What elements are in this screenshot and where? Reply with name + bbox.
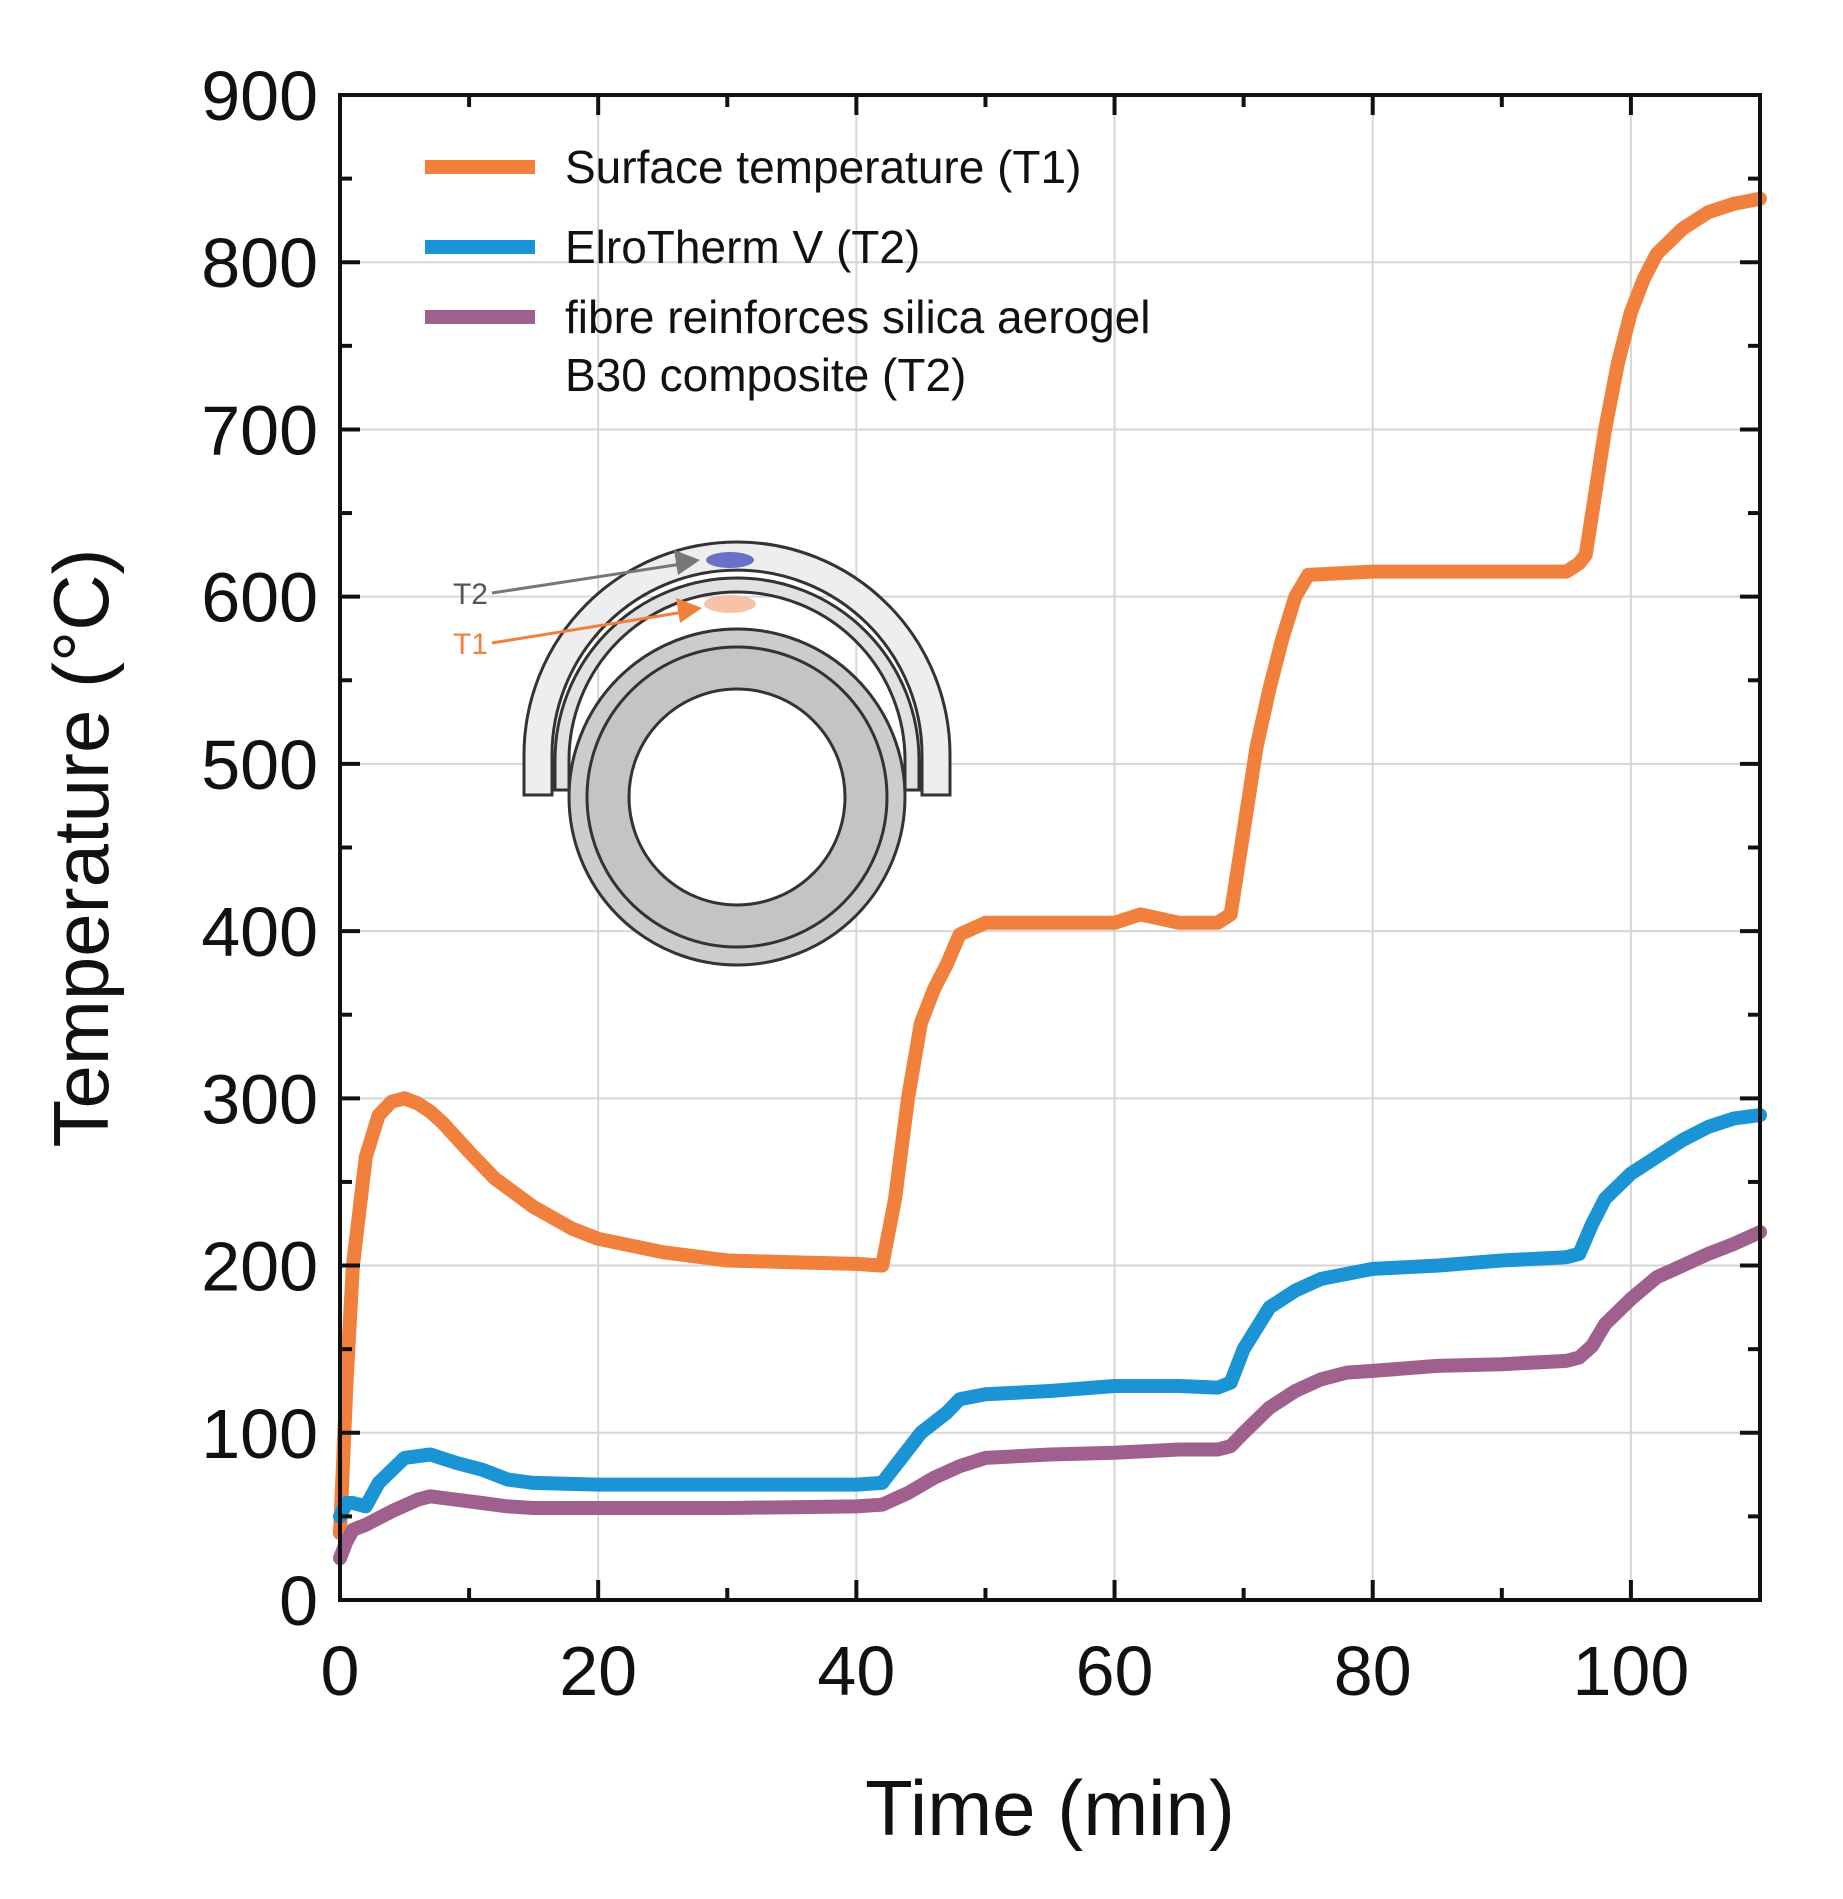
series-line-elrotherm-v-t2: [333, 1108, 1767, 1524]
y-tick-label: 400: [201, 893, 318, 971]
pipe-cross-section-diagram: T2 T1: [453, 540, 952, 967]
t2-pointer-arrow: [491, 561, 689, 595]
legend-label: ElroTherm V (T2): [565, 221, 920, 273]
x-tick-label: 100: [1573, 1632, 1690, 1710]
y-tick-label: 500: [201, 726, 318, 804]
t1-arrowhead: [676, 598, 702, 623]
x-tick-label: 20: [559, 1632, 637, 1710]
x-tick-label: 80: [1334, 1632, 1412, 1710]
y-tick-label: 0: [279, 1562, 318, 1640]
t1-label: T1: [453, 628, 488, 661]
sensor-t1-marker: [704, 595, 756, 613]
x-axis-title: Time (min): [865, 1764, 1235, 1852]
legend-label: B30 composite (T2): [565, 349, 966, 401]
t2-arrowhead: [674, 550, 700, 575]
x-tick-label: 0: [321, 1632, 360, 1710]
y-tick-label: 600: [201, 559, 318, 637]
legend: Surface temperature (T1) ElroTherm V (T2)…: [425, 141, 1151, 401]
y-axis-title: Temperature (°C): [37, 548, 125, 1147]
sensor-t2-marker: [706, 552, 754, 568]
t2-label: T2: [453, 578, 488, 611]
legend-label: Surface temperature (T1): [565, 141, 1081, 193]
axis-ticks: [338, 93, 1762, 1602]
y-tick-label: 800: [201, 224, 318, 302]
x-tick-label: 60: [1076, 1632, 1154, 1710]
series-line-fibre-reinforces-silica-aerogel-b30-composite-t2: [333, 1225, 1767, 1566]
series-lines: [333, 191, 1767, 1566]
legend-label: fibre reinforces silica aerogel: [565, 291, 1151, 343]
y-tick-label: 200: [201, 1228, 318, 1306]
x-tick-label: 40: [817, 1632, 895, 1710]
axis-tick-labels: 0 20 40 60 80 100 0 100 200 300 400 500 600 700 800 900: [201, 57, 1689, 1710]
y-tick-label: 300: [201, 1060, 318, 1138]
t1-pointer-arrow: [491, 609, 691, 645]
y-tick-label: 700: [201, 391, 318, 469]
y-tick-label: 100: [201, 1395, 318, 1473]
outer-insulation-shell: [522, 540, 952, 797]
series-line-surface-temperature-t1: [333, 191, 1767, 1541]
pipe-bore: [627, 687, 847, 907]
y-tick-label: 900: [201, 57, 318, 135]
